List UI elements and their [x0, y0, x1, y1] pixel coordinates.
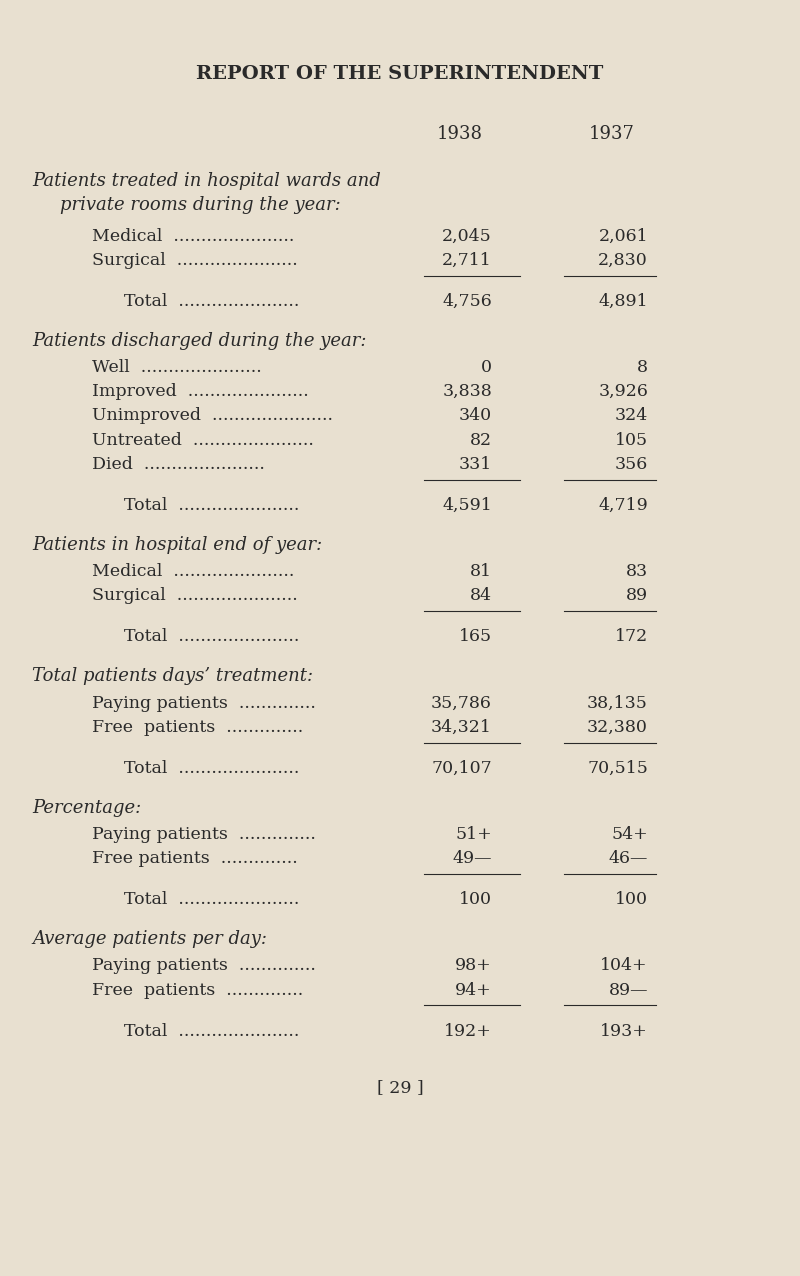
Text: Free  patients  ..............: Free patients .............. [92, 718, 303, 736]
Text: Surgical  ......................: Surgical ...................... [92, 251, 298, 269]
Text: 2,830: 2,830 [598, 251, 648, 269]
Text: Surgical  ......................: Surgical ...................... [92, 587, 298, 605]
Text: 4,719: 4,719 [598, 496, 648, 514]
Text: REPORT OF THE SUPERINTENDENT: REPORT OF THE SUPERINTENDENT [196, 65, 604, 83]
Text: 35,786: 35,786 [431, 694, 492, 712]
Text: private rooms during the year:: private rooms during the year: [60, 197, 341, 214]
Text: Untreated  ......................: Untreated ...................... [92, 431, 314, 449]
Text: Patients discharged during the year:: Patients discharged during the year: [32, 332, 366, 350]
Text: 38,135: 38,135 [587, 694, 648, 712]
Text: 83: 83 [626, 563, 648, 581]
Text: Total  ......................: Total ...................... [124, 759, 299, 777]
Text: Total  ......................: Total ...................... [124, 1022, 299, 1040]
Text: 34,321: 34,321 [431, 718, 492, 736]
Text: 100: 100 [615, 891, 648, 909]
Text: 94+: 94+ [455, 981, 492, 999]
Text: 2,061: 2,061 [598, 227, 648, 245]
Text: Paying patients  ..............: Paying patients .............. [92, 957, 316, 975]
Text: 172: 172 [614, 628, 648, 646]
Text: 104+: 104+ [600, 957, 648, 975]
Text: 84: 84 [470, 587, 492, 605]
Text: Percentage:: Percentage: [32, 799, 142, 817]
Text: Patients in hospital end of year:: Patients in hospital end of year: [32, 536, 322, 554]
Text: 89—: 89— [609, 981, 648, 999]
Text: 51+: 51+ [455, 826, 492, 843]
Text: [ 29 ]: [ 29 ] [377, 1078, 423, 1096]
Text: 70,107: 70,107 [431, 759, 492, 777]
Text: 100: 100 [459, 891, 492, 909]
Text: 105: 105 [615, 431, 648, 449]
Text: Medical  ......................: Medical ...................... [92, 227, 294, 245]
Text: 192+: 192+ [444, 1022, 492, 1040]
Text: 49—: 49— [453, 850, 492, 868]
Text: 89: 89 [626, 587, 648, 605]
Text: Well  ......................: Well ...................... [92, 359, 262, 376]
Text: Paying patients  ..............: Paying patients .............. [92, 694, 316, 712]
Text: 1938: 1938 [437, 125, 483, 143]
Text: Medical  ......................: Medical ...................... [92, 563, 294, 581]
Text: 4,591: 4,591 [442, 496, 492, 514]
Text: 46—: 46— [609, 850, 648, 868]
Text: Patients treated in hospital wards and: Patients treated in hospital wards and [32, 172, 381, 190]
Text: Free patients  ..............: Free patients .............. [92, 850, 298, 868]
Text: 54+: 54+ [611, 826, 648, 843]
Text: 331: 331 [458, 456, 492, 473]
Text: 4,891: 4,891 [598, 292, 648, 310]
Text: 81: 81 [470, 563, 492, 581]
Text: 2,045: 2,045 [442, 227, 492, 245]
Text: 0: 0 [481, 359, 492, 376]
Text: 340: 340 [459, 407, 492, 425]
Text: 70,515: 70,515 [587, 759, 648, 777]
Text: 32,380: 32,380 [587, 718, 648, 736]
Text: 82: 82 [470, 431, 492, 449]
Text: 8: 8 [637, 359, 648, 376]
Text: 356: 356 [614, 456, 648, 473]
Text: 4,756: 4,756 [442, 292, 492, 310]
Text: Total patients days’ treatment:: Total patients days’ treatment: [32, 667, 313, 685]
Text: 324: 324 [614, 407, 648, 425]
Text: Paying patients  ..............: Paying patients .............. [92, 826, 316, 843]
Text: Total  ......................: Total ...................... [124, 496, 299, 514]
Text: Total  ......................: Total ...................... [124, 628, 299, 646]
Text: Free  patients  ..............: Free patients .............. [92, 981, 303, 999]
Text: Average patients per day:: Average patients per day: [32, 930, 267, 948]
Text: 165: 165 [459, 628, 492, 646]
Text: 193+: 193+ [600, 1022, 648, 1040]
Text: Improved  ......................: Improved ...................... [92, 383, 309, 401]
Text: 2,711: 2,711 [442, 251, 492, 269]
Text: Total  ......................: Total ...................... [124, 891, 299, 909]
Text: 98+: 98+ [455, 957, 492, 975]
Text: 3,838: 3,838 [442, 383, 492, 401]
Text: 3,926: 3,926 [598, 383, 648, 401]
Text: Unimproved  ......................: Unimproved ...................... [92, 407, 333, 425]
Text: Total  ......................: Total ...................... [124, 292, 299, 310]
Text: 1937: 1937 [589, 125, 635, 143]
Text: Died  ......................: Died ...................... [92, 456, 265, 473]
